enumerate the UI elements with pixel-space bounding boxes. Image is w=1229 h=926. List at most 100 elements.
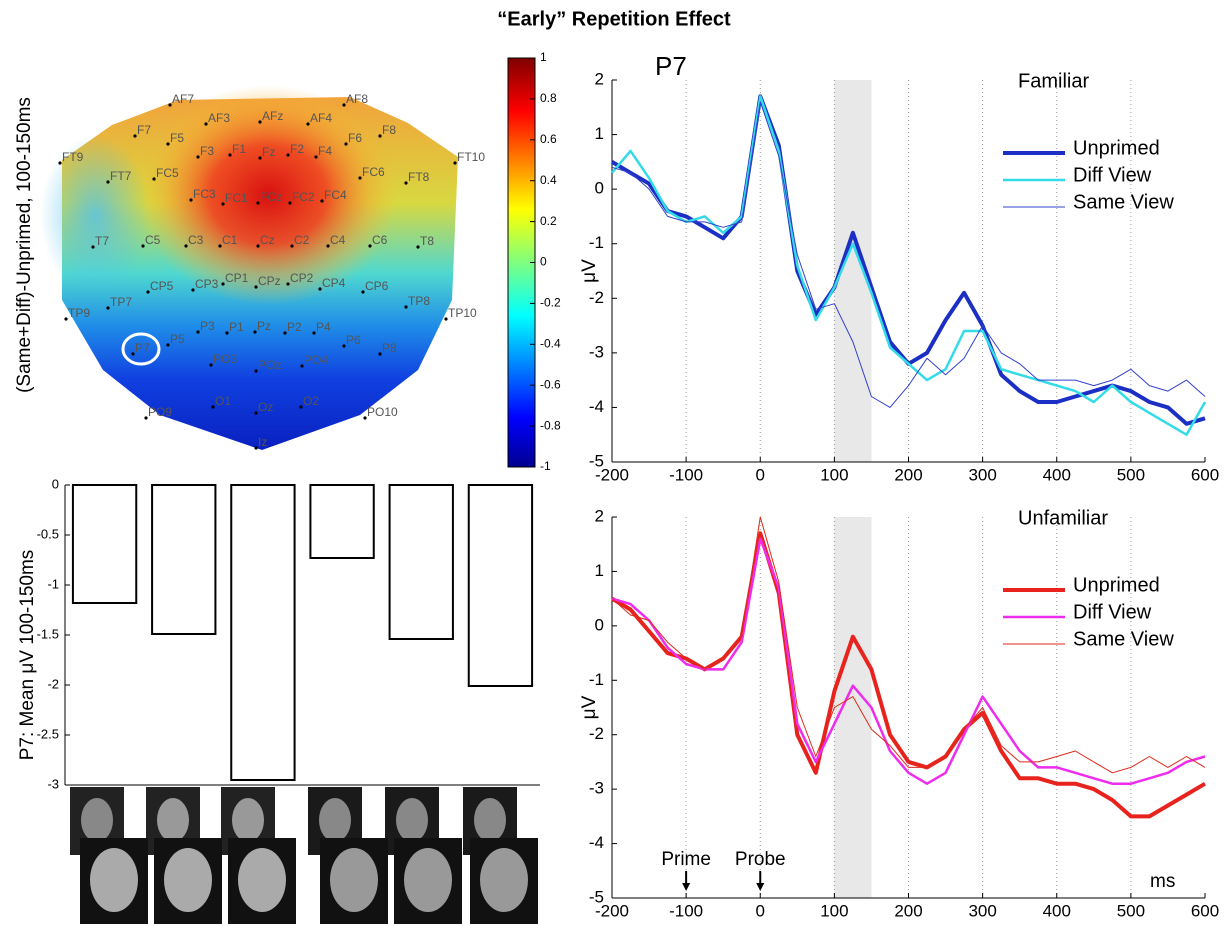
electrode-label: Cz — [260, 233, 275, 247]
y-tick-label: -1 — [589, 233, 604, 252]
y-tick-label: 0 — [595, 615, 604, 634]
electrode-label: F7 — [137, 123, 151, 137]
electrode-label: C4 — [330, 233, 346, 247]
y-tick-label: 1 — [595, 561, 604, 580]
x-tick-label: 200 — [894, 901, 922, 920]
electrode — [283, 331, 287, 335]
x-tick-label: 100 — [820, 901, 848, 920]
electrode-label: P1 — [229, 320, 244, 334]
x-tick-label: -100 — [669, 465, 703, 484]
bar — [71, 484, 138, 604]
electrode-label: AF4 — [310, 111, 332, 125]
electrode — [141, 244, 145, 248]
electrode — [258, 156, 262, 160]
x-tick-label: 100 — [820, 465, 848, 484]
panel-annotation: Unfamiliar — [1018, 507, 1108, 529]
x-tick-label: 500 — [1117, 465, 1145, 484]
series-line — [611, 516, 1206, 774]
electrode — [378, 134, 382, 138]
colorbar-tick-label: 0.8 — [540, 91, 557, 105]
electrode-label: FC4 — [324, 188, 347, 202]
highlight-circle — [121, 332, 161, 366]
bar — [467, 484, 534, 687]
y-tick-label: -2 — [47, 676, 59, 691]
electrode — [225, 331, 229, 335]
electrode — [106, 180, 110, 184]
electrode — [363, 416, 367, 420]
colorbar-tick-label: 0.2 — [540, 214, 557, 228]
colorbar-tick-label: -0.6 — [540, 377, 561, 391]
y-tick-label: -2 — [589, 724, 604, 743]
electrode-label: PO4 — [304, 353, 328, 367]
electrode — [256, 201, 260, 205]
electrode-label: CP3 — [195, 277, 219, 291]
bar — [388, 484, 454, 640]
electrode-label: FT8 — [408, 170, 430, 184]
y-tick-label: -1 — [589, 670, 604, 689]
y-tick-label: 1 — [595, 124, 604, 143]
event-label: Probe — [735, 849, 786, 870]
electrode — [361, 290, 365, 294]
electrode-label: TP10 — [448, 306, 477, 320]
electrode-label: O1 — [215, 394, 231, 408]
x-tick-label: 400 — [1043, 465, 1071, 484]
electrode — [290, 244, 294, 248]
electrode — [320, 199, 324, 203]
electrode — [453, 161, 457, 165]
electrode-label: P7 — [135, 341, 150, 355]
electrode-label: FC2 — [292, 190, 315, 204]
electrode — [221, 282, 225, 286]
electrode-label: P3 — [200, 319, 215, 333]
y-tick-label: -1 — [47, 576, 59, 591]
electrode-label: C1 — [222, 233, 238, 247]
electrode — [196, 155, 200, 159]
electrode-label: F5 — [170, 131, 184, 145]
electrode — [368, 244, 372, 248]
y-tick-label: 0 — [595, 179, 604, 198]
electrode-label: F1 — [232, 142, 246, 156]
electrode-label: PO9 — [148, 405, 172, 419]
electrode — [256, 244, 260, 248]
y-tick-label: -3 — [589, 779, 604, 798]
electrode-label: F4 — [318, 144, 332, 158]
electrode — [209, 363, 213, 367]
electrode-label: O2 — [303, 394, 319, 408]
electrode-label: FC1 — [225, 191, 248, 205]
x-tick-label: 300 — [968, 465, 996, 484]
electrode — [166, 142, 170, 146]
x-tick-label: 200 — [894, 465, 922, 484]
legend-label: Unprimed — [1073, 574, 1160, 596]
electrode-label: FT10 — [457, 150, 485, 164]
electrode — [318, 287, 322, 291]
electrode — [258, 120, 262, 124]
series-line — [611, 101, 1206, 408]
colorbar-tick-label: -0.8 — [540, 418, 561, 432]
y-tick-label: -5 — [589, 887, 604, 906]
electrode-label: AFz — [262, 109, 283, 123]
y-axis-label: (Same+Diff)-Unprimed, 100-150ms — [14, 97, 35, 393]
electrode-label: CP2 — [290, 271, 314, 285]
colorbar-tick-label: -0.2 — [540, 296, 561, 310]
electrode-label: F2 — [290, 142, 304, 156]
x-tick-label: 0 — [756, 901, 765, 920]
electrode-label: PO10 — [367, 405, 398, 419]
electrode-label: Oz — [258, 400, 273, 414]
electrode — [404, 181, 408, 185]
electrode — [444, 317, 448, 321]
electrode-label: F8 — [382, 123, 396, 137]
event-arrowhead — [682, 883, 691, 891]
colorbar-tick-label: 0.4 — [540, 173, 557, 187]
electrode-label: TP7 — [110, 295, 132, 309]
electrode — [218, 244, 222, 248]
electrode — [342, 103, 346, 107]
electrode-label: P5 — [170, 332, 185, 346]
electrode — [286, 153, 290, 157]
electrode — [106, 306, 110, 310]
y-tick-label: 0 — [52, 476, 59, 491]
electrode-label: TP8 — [408, 294, 430, 308]
electrode-label: P8 — [382, 341, 397, 355]
electrode — [288, 201, 292, 205]
y-tick-label: -3 — [47, 776, 59, 791]
colorbar-tick-label: -0.4 — [540, 336, 561, 350]
electrode-label: FC5 — [156, 166, 179, 180]
